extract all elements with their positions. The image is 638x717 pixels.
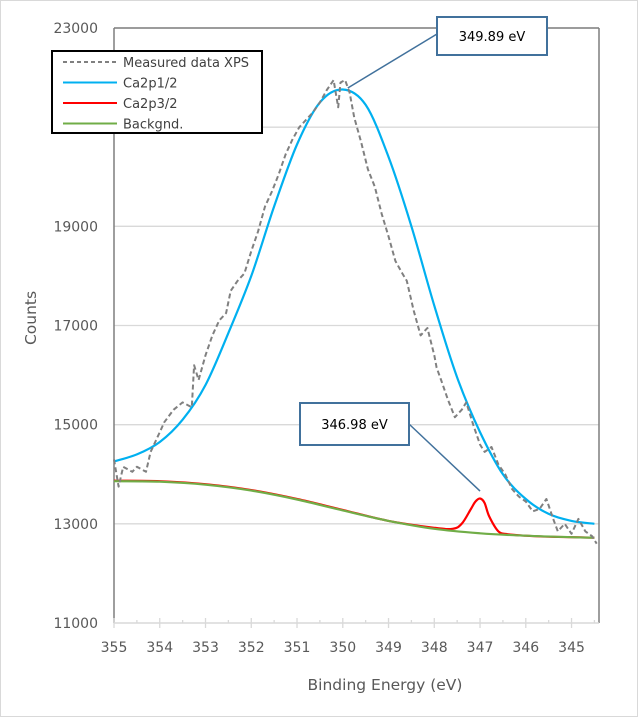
- x-axis-title: Binding Energy (eV): [308, 676, 463, 694]
- legend-item: Measured data XPS: [63, 56, 249, 71]
- legend-label: Ca2p1/2: [123, 77, 178, 92]
- annotations: 349.89 eV 346.98 eV: [299, 16, 548, 492]
- x-tick-label: 347: [467, 640, 494, 656]
- legend: Measured data XPS Ca2p1/2 Ca2p3/2 Backgnd.: [51, 50, 263, 134]
- series-measured-data-xps: [113, 79, 598, 545]
- callout-box: [436, 16, 548, 56]
- y-tick-label: 15000: [53, 418, 98, 434]
- x-axis-ticks: 355 354 353 352 351 350 349 348 347 346 345: [101, 618, 596, 656]
- y-tick-label: 23000: [53, 21, 98, 37]
- x-tick-label: 349: [375, 640, 402, 656]
- x-tick-label: 348: [421, 640, 448, 656]
- callout-label: 349.89 eV: [459, 30, 526, 45]
- series-line-ca2p3-2: [113, 479, 595, 539]
- series-line-ca2p1-2: [113, 88, 595, 525]
- callout-0: 349.89 eV: [347, 16, 548, 89]
- callout-1: 346.98 eV: [299, 402, 481, 492]
- legend-item: Ca2p3/2: [63, 97, 178, 112]
- callout-leader-line: [347, 33, 438, 89]
- callout-leader-line: [408, 423, 481, 492]
- legend-label: Backgnd.: [123, 118, 183, 133]
- y-axis-title: Counts: [22, 291, 40, 345]
- callout-label: 346.98 eV: [321, 418, 388, 433]
- x-tick-label: 352: [238, 640, 265, 656]
- x-tick-label: 355: [101, 640, 128, 656]
- legend-label: Ca2p3/2: [123, 97, 178, 112]
- series-line-backgnd: [113, 480, 595, 539]
- x-tick-label: 346: [512, 640, 539, 656]
- y-tick-label: 11000: [53, 616, 98, 632]
- legend-item: Backgnd.: [63, 118, 183, 133]
- callout-box: [299, 402, 410, 446]
- x-tick-label: 353: [192, 640, 219, 656]
- series-ca2p3-2: [113, 479, 595, 539]
- x-tick-label: 351: [284, 640, 311, 656]
- y-tick-label: 13000: [53, 517, 98, 533]
- series-line-measured-data-xps: [113, 79, 598, 545]
- x-tick-label: 350: [329, 640, 356, 656]
- y-tick-label: 17000: [53, 319, 98, 335]
- series-group: [113, 79, 598, 545]
- series-ca2p1-2: [113, 88, 595, 525]
- legend-box: [51, 50, 263, 134]
- x-tick-label: 345: [558, 640, 585, 656]
- x-tick-label: 354: [146, 640, 173, 656]
- legend-item: Ca2p1/2: [63, 77, 178, 92]
- y-tick-label: 19000: [53, 219, 98, 235]
- series-backgnd: [113, 480, 595, 539]
- legend-label: Measured data XPS: [123, 56, 249, 71]
